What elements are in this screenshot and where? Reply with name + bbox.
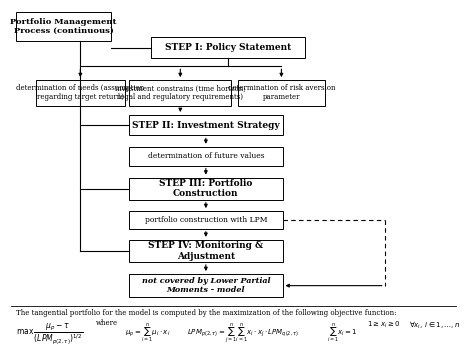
FancyBboxPatch shape bbox=[151, 37, 305, 58]
Text: Portfolio Management
Process (continuous): Portfolio Management Process (continuous… bbox=[10, 18, 117, 35]
FancyBboxPatch shape bbox=[238, 80, 325, 106]
FancyBboxPatch shape bbox=[16, 12, 111, 41]
Text: $1 \geq x_i \geq 0$: $1 \geq x_i \geq 0$ bbox=[367, 320, 400, 330]
Text: $\forall x_i,\; i \in 1,\ldots,n$: $\forall x_i,\; i \in 1,\ldots,n$ bbox=[409, 320, 460, 331]
FancyBboxPatch shape bbox=[129, 80, 231, 106]
Text: $\mu_p = \sum_{i=1}^{n} \mu_i \cdot x_i$: $\mu_p = \sum_{i=1}^{n} \mu_i \cdot x_i$ bbox=[125, 321, 170, 344]
Text: portfolio construction with LPM: portfolio construction with LPM bbox=[145, 216, 267, 224]
Text: STEP I: Policy Statement: STEP I: Policy Statement bbox=[165, 43, 291, 52]
Text: STEP II: Investment Strategy: STEP II: Investment Strategy bbox=[132, 121, 280, 130]
Text: $\sum_{i=1}^{n} x_i = 1$: $\sum_{i=1}^{n} x_i = 1$ bbox=[327, 321, 357, 344]
Text: $LPM_{p(2,\tau)} = \sum_{j=1}^{n}\sum_{i=1}^{n} x_i \cdot x_j \cdot LPM_{q(2,\ta: $LPM_{p(2,\tau)} = \sum_{j=1}^{n}\sum_{i… bbox=[187, 321, 299, 345]
FancyBboxPatch shape bbox=[129, 177, 283, 200]
FancyBboxPatch shape bbox=[36, 80, 125, 106]
Text: determination of risk aversion
parameter: determination of risk aversion parameter bbox=[228, 84, 335, 101]
Text: The tangential portfolio for the model is computed by the maximization of the fo: The tangential portfolio for the model i… bbox=[16, 309, 396, 316]
FancyBboxPatch shape bbox=[129, 274, 283, 297]
Text: STEP III: Portfolio
Construction: STEP III: Portfolio Construction bbox=[159, 179, 253, 199]
Text: where: where bbox=[96, 320, 118, 327]
FancyBboxPatch shape bbox=[129, 240, 283, 262]
FancyBboxPatch shape bbox=[129, 115, 283, 136]
Text: determination of needs (assumption
regarding target return): determination of needs (assumption regar… bbox=[16, 84, 145, 101]
Text: determination of future values: determination of future values bbox=[147, 152, 264, 160]
FancyBboxPatch shape bbox=[129, 147, 283, 165]
FancyBboxPatch shape bbox=[129, 211, 283, 229]
Text: investment constrains (time horizon;
legal and regulatory requirements): investment constrains (time horizon; leg… bbox=[115, 84, 246, 101]
Text: STEP IV: Monitoring &
Adjustment: STEP IV: Monitoring & Adjustment bbox=[148, 241, 264, 260]
Text: $\mathrm{max}\,\dfrac{\mu_p - \tau}{(LPM_{p(2,\tau)})^{1/2}}$: $\mathrm{max}\,\dfrac{\mu_p - \tau}{(LPM… bbox=[16, 321, 83, 346]
Text: not covered by Lower Partial
Moments - model: not covered by Lower Partial Moments - m… bbox=[142, 277, 270, 294]
